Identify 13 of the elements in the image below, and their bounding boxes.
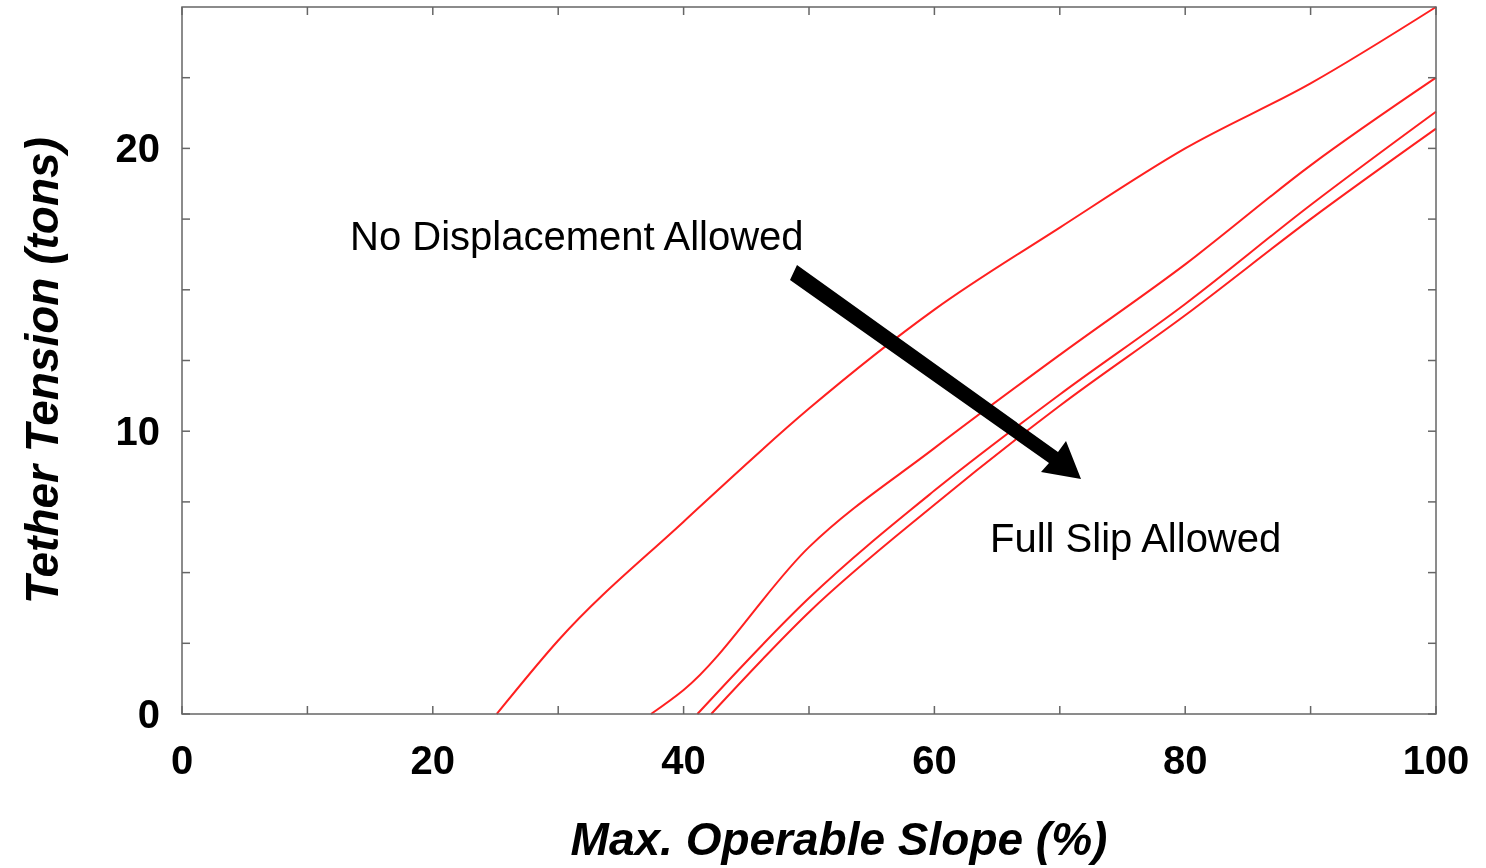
x-tick-label: 20 xyxy=(410,738,456,782)
y-tick-label: 20 xyxy=(115,126,160,171)
annotation: Full Slip Allowed xyxy=(990,516,1282,560)
x-tick-label: 60 xyxy=(912,738,957,782)
x-tick-label: 0 xyxy=(170,738,194,782)
x-axis-title: Max. Operable Slope (%) xyxy=(570,813,1108,865)
y-tick-label: 10 xyxy=(115,409,160,454)
x-tick-label: 100 xyxy=(1402,738,1470,782)
annotation: No Displacement Allowed xyxy=(350,214,804,258)
x-tick-label: 40 xyxy=(661,738,706,782)
y-axis-title: Tether Tension (tons) xyxy=(16,137,68,604)
x-tick-label: 80 xyxy=(1162,738,1208,782)
y-tick-label: 0 xyxy=(137,692,160,736)
